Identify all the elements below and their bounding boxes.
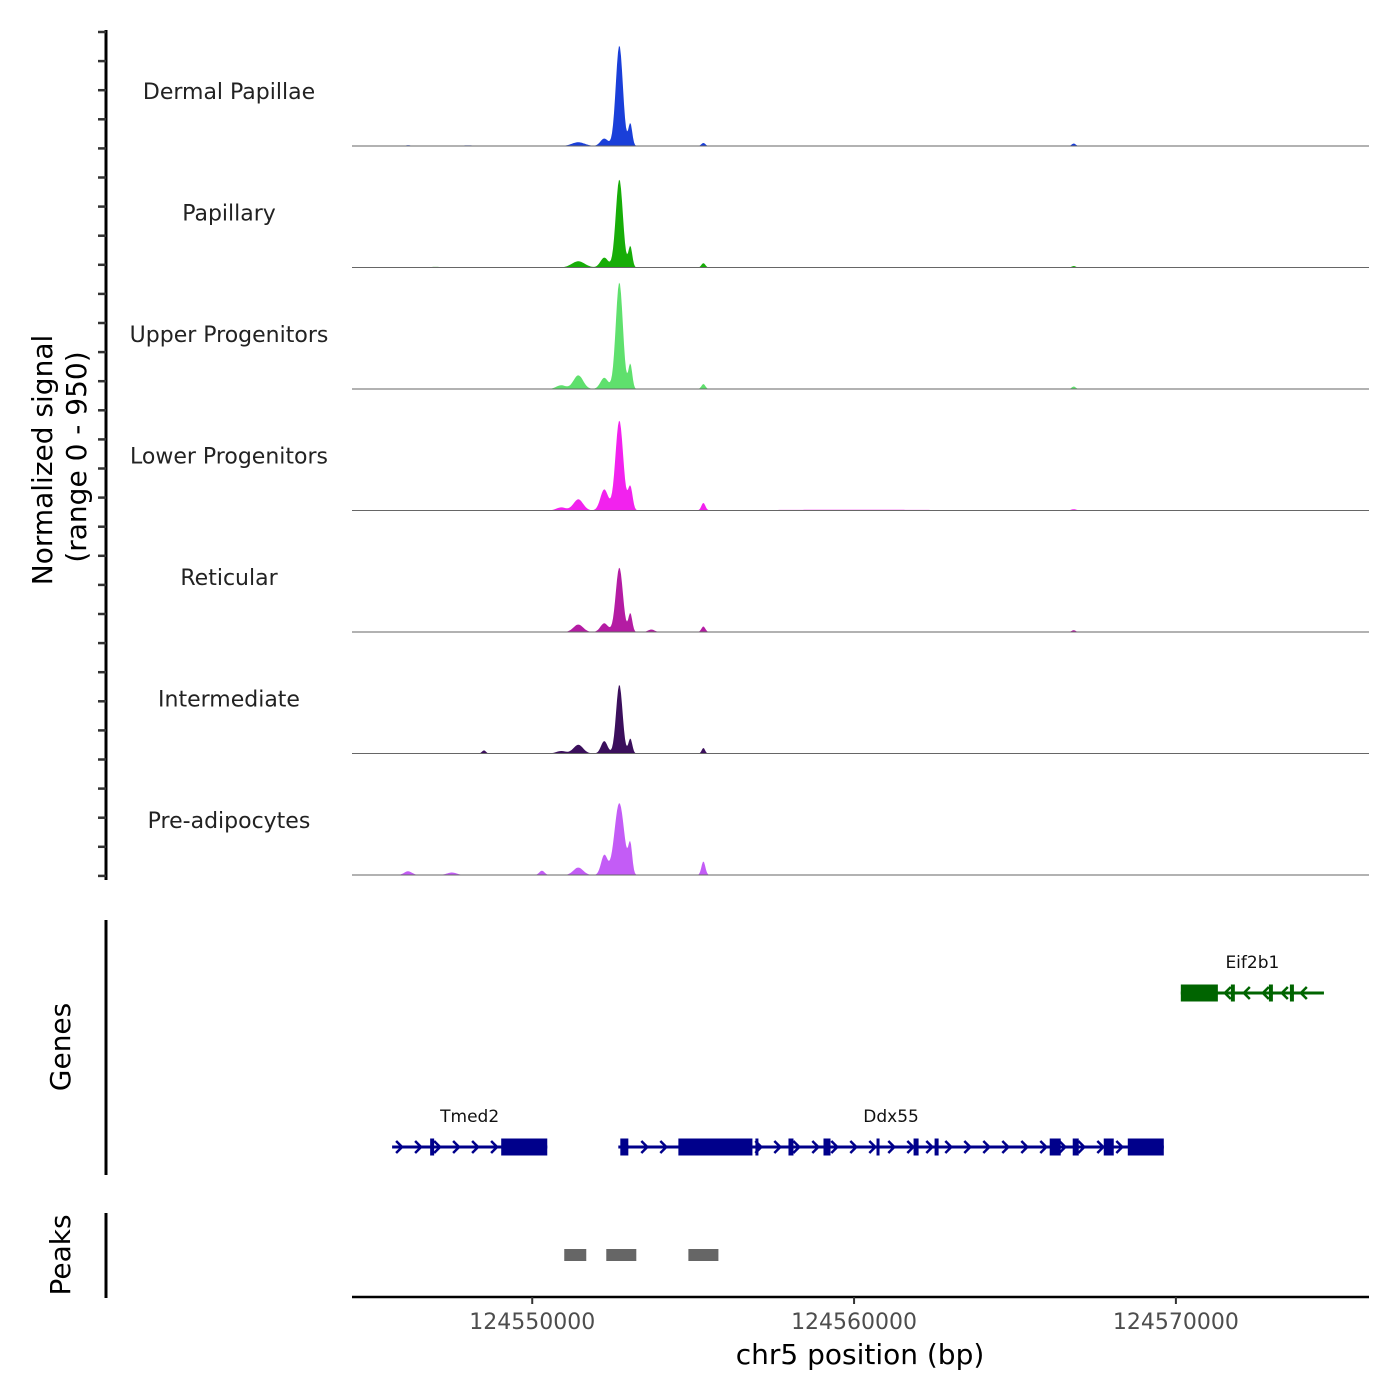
track-intermediate: Intermediate — [158, 684, 1369, 754]
gene-exon — [1049, 1138, 1061, 1156]
gene-exon — [755, 1138, 759, 1156]
gene-eif2b1: Eif2b1 — [1180, 953, 1324, 1002]
signal-tracks: Dermal Papillae Papillary Upper Progenitor… — [130, 45, 1369, 876]
peak-region — [606, 1249, 637, 1261]
signal-area — [352, 803, 1369, 875]
gene-exon — [1268, 984, 1273, 1002]
x-axis-title: chr5 position (bp) — [736, 1338, 985, 1371]
strand-arrow-icon — [452, 1140, 461, 1154]
gene-exon — [501, 1138, 548, 1156]
signal-area — [352, 567, 1369, 632]
track-papillary: Papillary — [182, 179, 1369, 268]
x-tick-label: 124560000 — [791, 1310, 917, 1335]
strand-arrow-icon — [1077, 1140, 1087, 1154]
strand-arrow-icon — [1039, 1140, 1049, 1154]
gene-ddx55: Ddx55 — [618, 1107, 1164, 1156]
gene-exon — [913, 1138, 919, 1156]
gene-exon — [430, 1138, 435, 1156]
x-tick-label: 124570000 — [1113, 1310, 1239, 1335]
strand-arrow-icon — [1242, 986, 1251, 1000]
gene-exon — [788, 1138, 794, 1156]
track-label: Pre-adipocytes — [148, 809, 311, 834]
strand-arrow-icon — [868, 1140, 878, 1154]
gene-exon — [1127, 1138, 1164, 1156]
gene-exon — [1230, 984, 1235, 1002]
signal-area — [352, 179, 1369, 268]
gene-exon — [1289, 984, 1294, 1002]
strand-arrow-icon — [1261, 986, 1270, 1000]
signal-area — [352, 684, 1369, 754]
gene-track: Tmed2 Ddx55 Eif2b1 — [392, 953, 1324, 1156]
gene-exon — [678, 1138, 753, 1156]
strand-arrow-icon — [640, 1140, 650, 1154]
signal-y-axis-title: Normalized signal — [26, 335, 59, 586]
track-upper-progenitors: Upper Progenitors — [130, 282, 1369, 390]
track-pre-adipocytes: Pre-adipocytes — [148, 803, 1369, 876]
strand-arrow-icon — [1001, 1140, 1011, 1154]
signal-y-ticks — [98, 30, 106, 878]
strand-arrow-icon — [849, 1140, 859, 1154]
strand-arrow-icon — [944, 1140, 954, 1154]
strand-arrow-icon — [433, 1140, 442, 1154]
gene-exon — [823, 1138, 831, 1156]
strand-arrow-icon — [414, 1140, 423, 1154]
strand-arrow-icon — [1058, 1140, 1068, 1154]
strand-arrow-icon — [1299, 986, 1308, 1000]
track-label: Intermediate — [158, 688, 300, 713]
gene-label: Ddx55 — [863, 1107, 919, 1127]
strand-arrow-icon — [1096, 1140, 1106, 1154]
strand-arrow-icon — [830, 1140, 840, 1154]
track-reticular: Reticular — [180, 566, 1369, 633]
strand-arrow-icon — [811, 1140, 821, 1154]
strand-arrow-icon — [773, 1140, 783, 1154]
strand-arrow-icon — [792, 1140, 802, 1154]
strand-arrow-icon — [659, 1140, 669, 1154]
strand-arrow-icon — [1020, 1140, 1030, 1154]
gene-label: Eif2b1 — [1225, 953, 1279, 973]
track-label: Lower Progenitors — [130, 445, 328, 470]
genes-axis-title: Genes — [44, 1003, 77, 1091]
strand-arrow-icon — [925, 1140, 935, 1154]
track-label: Dermal Papillae — [143, 80, 315, 105]
strand-arrow-icon — [906, 1140, 916, 1154]
track-label: Papillary — [182, 202, 276, 227]
strand-arrow-icon — [490, 1140, 499, 1154]
gene-exon — [1180, 984, 1218, 1002]
gene-exon — [620, 1138, 629, 1156]
gene-exon — [934, 1138, 939, 1156]
track-lower-progenitors: Lower Progenitors — [130, 420, 1369, 511]
strand-arrow-icon — [963, 1140, 973, 1154]
gene-tmed2: Tmed2 — [392, 1107, 548, 1156]
signal-area — [352, 45, 1369, 146]
strand-arrow-icon — [887, 1140, 897, 1154]
gene-exon — [1072, 1138, 1079, 1156]
strand-arrow-icon — [1115, 1140, 1125, 1154]
signal-area — [352, 420, 1369, 511]
gene-exon — [876, 1138, 880, 1156]
track-label: Upper Progenitors — [130, 323, 329, 348]
strand-arrow-icon — [471, 1140, 480, 1154]
track-dermal-papillae: Dermal Papillae — [143, 45, 1369, 147]
strand-arrow-icon — [395, 1140, 404, 1154]
peaks-axis-title: Peaks — [44, 1214, 77, 1295]
x-tick-label: 124550000 — [469, 1310, 595, 1335]
strand-arrow-icon — [1223, 986, 1232, 1000]
strand-arrow-icon — [982, 1140, 992, 1154]
track-label: Reticular — [180, 566, 278, 591]
peak-track — [564, 1249, 719, 1261]
x-axis-ticks: 124550000 124560000 124570000 — [469, 1297, 1239, 1335]
strand-arrow-icon — [1280, 986, 1289, 1000]
signal-y-axis-subtitle: (range 0 - 950) — [60, 351, 93, 562]
peak-region — [564, 1249, 587, 1261]
signal-area — [352, 282, 1369, 389]
gene-exon — [1103, 1138, 1114, 1156]
peak-region — [688, 1249, 719, 1261]
gene-label: Tmed2 — [439, 1107, 499, 1127]
